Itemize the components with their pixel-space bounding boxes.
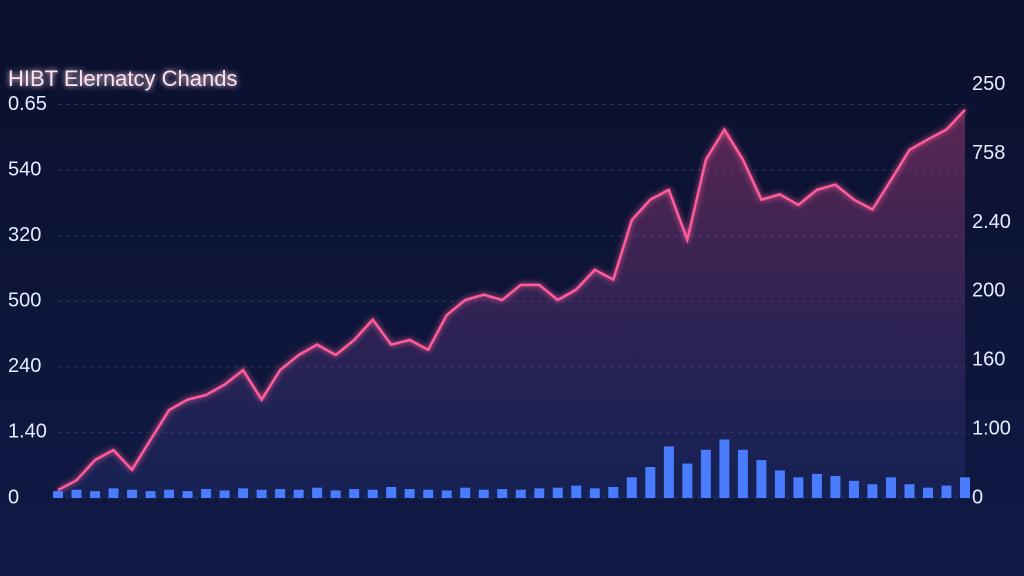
price-line (57, 108, 966, 492)
volume-bar (571, 485, 582, 498)
volume-bar (386, 486, 397, 498)
volume-bar (941, 485, 952, 498)
volume-bar (164, 489, 175, 498)
volume-bar (478, 489, 489, 498)
volume-bar (219, 490, 230, 498)
volume-bar (626, 477, 637, 498)
volume-bar (793, 477, 804, 498)
y-tick-label: 240 (8, 355, 41, 377)
volume-bar (330, 490, 341, 498)
volume-bar (275, 489, 286, 498)
volume-bar (885, 477, 896, 498)
volume-bar (108, 488, 119, 498)
volume-bar (904, 484, 915, 498)
y2-tick-label: 250 (972, 73, 1005, 95)
volume-bar (960, 477, 970, 498)
volume-bar (53, 491, 63, 498)
y2-tick-label: 2.40 (972, 211, 1011, 233)
volume-bar (534, 488, 545, 498)
volume-bar (589, 488, 600, 498)
y2-tick-label: 0 (972, 486, 983, 508)
y2-tick-label: 200 (972, 280, 1005, 302)
volume-bar (423, 489, 434, 498)
volume-bar (756, 460, 767, 498)
y-tick-label: 320 (8, 224, 41, 246)
volume-bar (515, 489, 526, 498)
volume-bar (312, 487, 323, 498)
y-tick-label: 1.40 (8, 421, 47, 443)
volume-bar (848, 480, 859, 498)
y-tick-label: 0.65 (8, 93, 47, 115)
volume-bar (811, 473, 822, 498)
volume-bar (404, 489, 415, 498)
y2-tick-label: 1:00 (972, 417, 1011, 439)
volume-bar (922, 487, 933, 498)
volume-bar (349, 489, 360, 498)
volume-bar (238, 488, 249, 498)
area (58, 109, 965, 499)
volume-bar (737, 449, 748, 498)
y-tick-label: 0 (8, 486, 19, 508)
volume-bar (608, 486, 619, 498)
volume-bar (682, 463, 693, 498)
volume-bar (552, 487, 563, 498)
volume-bar (497, 489, 508, 498)
volume-bar (700, 449, 711, 498)
volume-bar (182, 491, 193, 498)
volume-bar (867, 484, 878, 498)
volume-bar (256, 489, 267, 498)
volume-bar (441, 490, 452, 498)
volume-bar (90, 491, 101, 498)
volume-bar (663, 446, 674, 498)
y2-tick-label: 160 (972, 349, 1005, 371)
y2-tick-label: 758 (972, 142, 1005, 164)
chart-title: HIBT Elernatcy Chands (8, 66, 237, 91)
volume-bar (774, 470, 785, 498)
volume-bar (201, 489, 212, 498)
volume-bar (127, 489, 138, 498)
volume-bar (460, 487, 471, 498)
volume-bar (145, 491, 156, 498)
volume-bar (71, 489, 82, 498)
volume-bar (830, 475, 841, 498)
volume-bar (719, 439, 730, 498)
volume-bar (367, 489, 378, 498)
volume-bar (293, 489, 304, 498)
y-tick-label: 540 (8, 158, 41, 180)
y-tick-label: 500 (8, 290, 41, 312)
volume-bar (645, 467, 656, 498)
